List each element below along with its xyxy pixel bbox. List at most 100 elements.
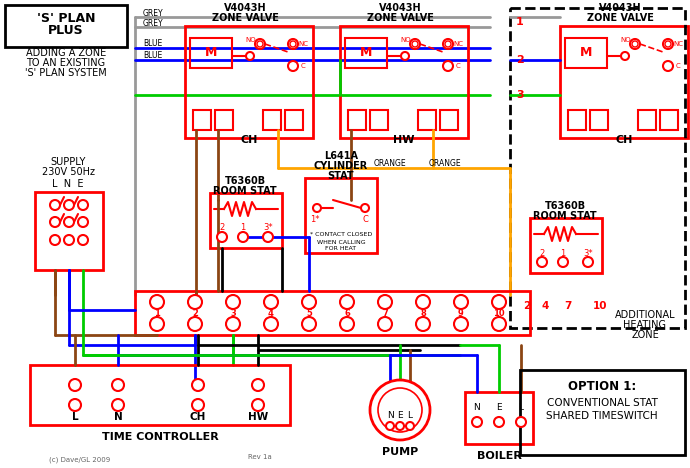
- Text: V4043H: V4043H: [379, 3, 422, 13]
- Text: T6360B: T6360B: [224, 176, 266, 186]
- Text: BLUE: BLUE: [144, 51, 163, 60]
- Circle shape: [78, 200, 88, 210]
- Circle shape: [188, 317, 202, 331]
- Bar: [30, 365, 290, 425]
- Circle shape: [621, 52, 629, 60]
- Circle shape: [443, 39, 453, 49]
- Text: 7: 7: [564, 301, 572, 311]
- Bar: [660, 110, 678, 130]
- Text: 6: 6: [344, 308, 350, 317]
- Bar: [35, 192, 103, 270]
- Text: 3: 3: [230, 308, 236, 317]
- Circle shape: [516, 417, 526, 427]
- Text: NO: NO: [621, 37, 631, 43]
- Bar: [340, 26, 468, 138]
- Text: HW: HW: [393, 135, 415, 145]
- Text: N: N: [386, 411, 393, 421]
- Text: OPTION 1:: OPTION 1:: [568, 380, 636, 393]
- Text: TIME CONTROLLER: TIME CONTROLLER: [101, 432, 218, 442]
- Circle shape: [217, 232, 227, 242]
- Text: 1: 1: [516, 17, 524, 27]
- Text: HEATING: HEATING: [624, 320, 667, 330]
- Text: * CONTACT CLOSED: * CONTACT CLOSED: [310, 232, 372, 236]
- Text: NC: NC: [673, 41, 683, 47]
- Text: V4043H: V4043H: [599, 3, 641, 13]
- Text: GREY: GREY: [143, 19, 164, 28]
- Bar: [5, 5, 127, 47]
- Circle shape: [50, 217, 60, 227]
- Text: ROOM STAT: ROOM STAT: [213, 186, 277, 196]
- Bar: [590, 110, 608, 130]
- Text: ADDING A ZONE: ADDING A ZONE: [26, 48, 106, 58]
- Bar: [370, 110, 388, 130]
- Text: M: M: [359, 46, 372, 59]
- Circle shape: [78, 235, 88, 245]
- Circle shape: [288, 61, 298, 71]
- Circle shape: [112, 379, 124, 391]
- Bar: [568, 110, 586, 130]
- Text: SUPPLY: SUPPLY: [50, 157, 86, 167]
- Circle shape: [370, 380, 430, 440]
- Text: SHARED TIMESWITCH: SHARED TIMESWITCH: [546, 411, 658, 421]
- Circle shape: [246, 52, 254, 60]
- Text: ZONE VALVE: ZONE VALVE: [212, 13, 279, 23]
- Text: 1: 1: [560, 249, 566, 257]
- Text: TO AN EXISTING: TO AN EXISTING: [26, 58, 106, 68]
- Text: 7: 7: [382, 308, 388, 317]
- Circle shape: [361, 204, 369, 212]
- Text: M: M: [580, 46, 592, 59]
- Text: L  N  E: L N E: [52, 179, 83, 189]
- Circle shape: [69, 379, 81, 391]
- Circle shape: [69, 399, 81, 411]
- Circle shape: [583, 257, 593, 267]
- Text: 3: 3: [516, 90, 524, 100]
- Bar: [520, 370, 685, 455]
- Text: M: M: [205, 46, 217, 59]
- Circle shape: [255, 39, 265, 49]
- Text: ORANGE: ORANGE: [428, 159, 462, 168]
- Circle shape: [386, 422, 394, 430]
- Text: ADDITIONAL: ADDITIONAL: [615, 310, 676, 320]
- Circle shape: [412, 41, 418, 47]
- Circle shape: [630, 39, 640, 49]
- Text: N: N: [473, 403, 480, 412]
- Bar: [215, 110, 233, 130]
- Text: 3*: 3*: [583, 249, 593, 257]
- Text: 10: 10: [493, 308, 505, 317]
- Text: 2: 2: [524, 301, 531, 311]
- Circle shape: [50, 235, 60, 245]
- Circle shape: [401, 52, 409, 60]
- Bar: [135, 291, 530, 335]
- Text: WHEN CALLING: WHEN CALLING: [317, 240, 365, 244]
- Circle shape: [264, 317, 278, 331]
- Text: E: E: [397, 411, 403, 421]
- Bar: [418, 110, 436, 130]
- Circle shape: [416, 295, 430, 309]
- Circle shape: [257, 41, 263, 47]
- Text: L: L: [518, 403, 524, 412]
- Circle shape: [150, 295, 164, 309]
- Text: BLUE: BLUE: [144, 39, 163, 49]
- Circle shape: [226, 295, 240, 309]
- Text: E: E: [496, 403, 502, 412]
- Circle shape: [290, 41, 296, 47]
- Circle shape: [340, 317, 354, 331]
- Bar: [348, 110, 366, 130]
- Text: L: L: [408, 411, 413, 421]
- Bar: [638, 110, 656, 130]
- Text: Rev 1a: Rev 1a: [248, 454, 272, 460]
- Circle shape: [454, 295, 468, 309]
- Circle shape: [445, 41, 451, 47]
- Circle shape: [492, 317, 506, 331]
- Text: L641A: L641A: [324, 151, 358, 161]
- Text: CONVENTIONAL STAT: CONVENTIONAL STAT: [546, 398, 658, 408]
- Text: PUMP: PUMP: [382, 447, 418, 457]
- Text: CH: CH: [190, 412, 206, 422]
- Circle shape: [663, 39, 673, 49]
- Text: C: C: [362, 215, 368, 225]
- Text: 2: 2: [540, 249, 544, 257]
- Text: 2: 2: [219, 224, 225, 233]
- Text: 4: 4: [542, 301, 549, 311]
- Bar: [193, 110, 211, 130]
- Bar: [465, 392, 533, 444]
